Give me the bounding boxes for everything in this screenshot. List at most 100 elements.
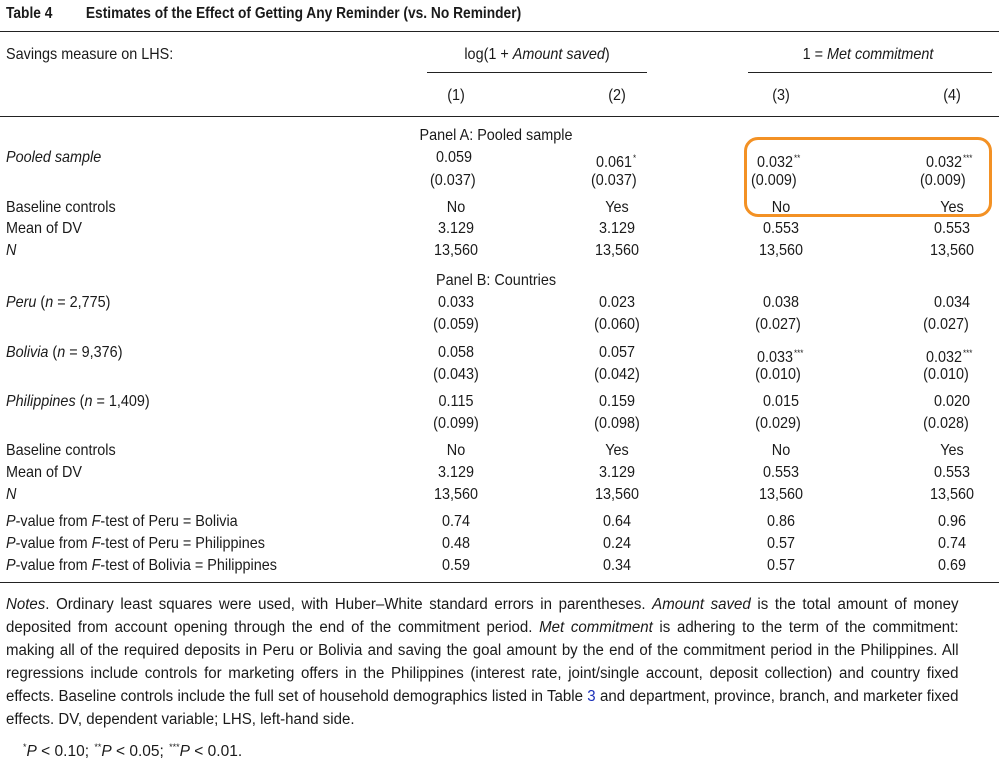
col-header-2: (2) [608,87,626,104]
n-b-1: 13,560 [433,486,479,503]
ftest3-4: 0.69 [937,557,967,574]
se-peru-4: (0.027) [923,316,969,333]
mean-a-3: 0.553 [762,220,800,237]
coef-peru-2: 0.023 [598,294,636,311]
coef-philippines-3: 0.015 [762,393,800,410]
se-peru-3: (0.027) [755,316,801,333]
significance-footnote: *P < 0.10; **P < 0.05; ***P < 0.01. [23,742,243,760]
coef-philippines-2: 0.159 [598,393,636,410]
se-philippines-2: (0.098) [594,415,640,432]
highlight-box [744,137,992,217]
group-header-commitment: 1 = Met commitment [802,46,934,63]
se-pooled-1: (0.037) [430,172,476,189]
row-label-ftest-peru-bolivia: P-value from F-test of Peru = Bolivia [6,513,238,530]
coef-peru-1: 0.033 [437,294,475,311]
group-rule-1 [427,72,647,73]
top-rule [0,31,999,32]
ftest2-1: 0.48 [441,535,471,552]
ftest1-1: 0.74 [441,513,471,530]
se-pooled-4: (0.009) [920,172,966,189]
n-a-1: 13,560 [433,242,479,259]
row-label-bolivia: Bolivia (n = 9,376) [6,344,123,361]
ftest3-1: 0.59 [441,557,471,574]
mean-a-1: 3.129 [437,220,475,237]
coef-philippines-4: 0.020 [933,393,971,410]
mean-b-4: 0.553 [933,464,971,481]
row-label-controls-a: Baseline controls [6,199,116,216]
table-title: Estimates of the Effect of Getting Any R… [85,5,522,22]
lhs-label: Savings measure on LHS: [6,46,174,63]
row-label-controls-b: Baseline controls [6,442,116,459]
ftest1-4: 0.96 [937,513,967,530]
se-bolivia-3: (0.010) [755,366,801,383]
ftest1-2: 0.64 [602,513,632,530]
col-header-3: (3) [772,87,790,104]
coef-bolivia-1: 0.058 [437,344,475,361]
table-3-link[interactable]: 3 [587,688,596,705]
panel-a-heading: Panel A: Pooled sample [419,127,573,144]
row-label-mean-a: Mean of DV [6,220,83,237]
controls-a-1: No [446,199,466,216]
se-bolivia-1: (0.043) [433,366,479,383]
coef-bolivia-2: 0.057 [598,344,636,361]
ftest3-3: 0.57 [766,557,796,574]
n-a-2: 13,560 [594,242,640,259]
ftest3-2: 0.34 [602,557,632,574]
n-b-2: 13,560 [594,486,640,503]
coef-pooled-1: 0.059 [436,149,473,166]
controls-a-2: Yes [605,199,629,216]
coef-peru-4: 0.034 [933,294,971,311]
n-a-3: 13,560 [758,242,804,259]
mean-a-4: 0.553 [933,220,971,237]
row-label-n-a: N [6,242,17,259]
ftest2-4: 0.74 [937,535,967,552]
coef-peru-3: 0.038 [762,294,800,311]
coef-bolivia-3: 0.033*** [757,348,804,366]
header-rule [0,116,999,117]
controls-b-3: No [771,442,791,459]
row-label-n-b: N [6,486,17,503]
table-notes: Notes. Ordinary least squares were used,… [6,596,959,728]
row-label-peru: Peru (n = 2,775) [6,294,111,311]
controls-b-1: No [446,442,466,459]
controls-b-2: Yes [605,442,629,459]
n-b-3: 13,560 [758,486,804,503]
coef-pooled-2: 0.061* [596,153,637,171]
se-peru-1: (0.059) [433,316,479,333]
se-philippines-4: (0.028) [923,415,969,432]
ftest2-3: 0.57 [766,535,796,552]
controls-a-4: Yes [940,199,964,216]
table-label: Table 4 [6,5,53,22]
coef-bolivia-4: 0.032*** [926,348,973,366]
row-label-ftest-peru-philippines: P-value from F-test of Peru = Philippine… [6,535,265,552]
col-header-1: (1) [447,87,465,104]
bottom-rule [0,582,999,583]
se-philippines-3: (0.029) [755,415,801,432]
mean-b-1: 3.129 [437,464,475,481]
group-header-amount: log(1 + Amount saved) [464,46,610,63]
se-bolivia-4: (0.010) [923,366,969,383]
coef-pooled-4: 0.032*** [926,153,973,171]
mean-b-3: 0.553 [762,464,800,481]
se-pooled-3: (0.009) [751,172,797,189]
col-header-4: (4) [943,87,961,104]
row-label-ftest-bolivia-philippines: P-value from F-test of Bolivia = Philipp… [6,557,277,574]
table-title-row: Table 4 Estimates of the Effect of Getti… [6,5,521,23]
row-label-mean-b: Mean of DV [6,464,83,481]
row-label-pooled: Pooled sample [6,149,102,166]
se-philippines-1: (0.099) [433,415,479,432]
group-rule-2 [748,72,992,73]
ftest1-3: 0.86 [766,513,796,530]
coef-pooled-3: 0.032** [757,153,801,171]
coef-philippines-1: 0.115 [438,393,474,410]
controls-a-3: No [771,199,791,216]
mean-a-2: 3.129 [598,220,636,237]
se-bolivia-2: (0.042) [594,366,640,383]
n-b-4: 13,560 [929,486,975,503]
mean-b-2: 3.129 [598,464,636,481]
se-peru-2: (0.060) [594,316,640,333]
ftest2-2: 0.24 [602,535,632,552]
row-label-philippines: Philippines (n = 1,409) [6,393,150,410]
panel-b-heading: Panel B: Countries [435,272,557,289]
controls-b-4: Yes [940,442,964,459]
